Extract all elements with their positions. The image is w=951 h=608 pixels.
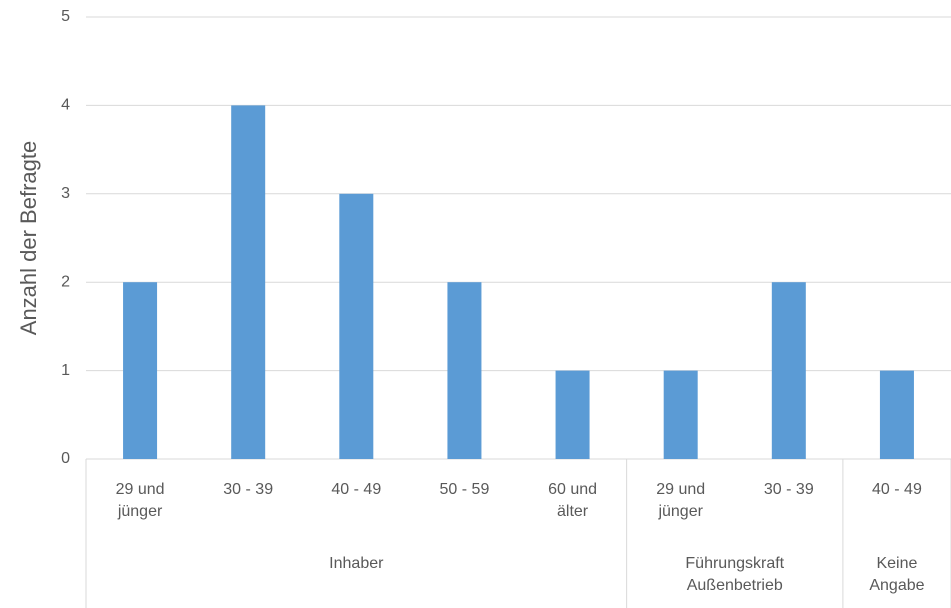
bar [231,105,266,460]
y-tick-label: 2 [61,273,70,290]
x-tick-label: 29 und jünger [115,481,165,520]
y-tick-label: 3 [61,185,70,202]
group-label: Inhaber [329,555,384,572]
group-label: Führungskraft Außenbetrieb [685,555,785,594]
bar [555,370,590,459]
y-tick-label: 4 [61,97,70,114]
x-tick-label: 29 und jünger [656,481,706,520]
bar [771,282,806,459]
y-tick-label: 5 [61,8,70,25]
bar [663,370,698,459]
x-tick-label: 50 - 59 [439,481,490,498]
x-tick-label: 30 - 39 [223,481,274,498]
y-tick-label: 0 [61,450,70,467]
x-tick-label: 30 - 39 [763,481,814,498]
bar [879,370,914,459]
bar [447,282,482,459]
bar [123,282,158,459]
x-tick-label: 60 und älter [548,481,598,520]
group-label: Keine Angabe [869,555,925,594]
y-tick-label: 1 [61,362,70,379]
y-axis-label: Anzahl der Befragte [16,141,41,335]
x-tick-label: 40 - 49 [872,481,922,498]
x-tick-label: 40 - 49 [331,481,382,498]
bar [339,193,374,460]
